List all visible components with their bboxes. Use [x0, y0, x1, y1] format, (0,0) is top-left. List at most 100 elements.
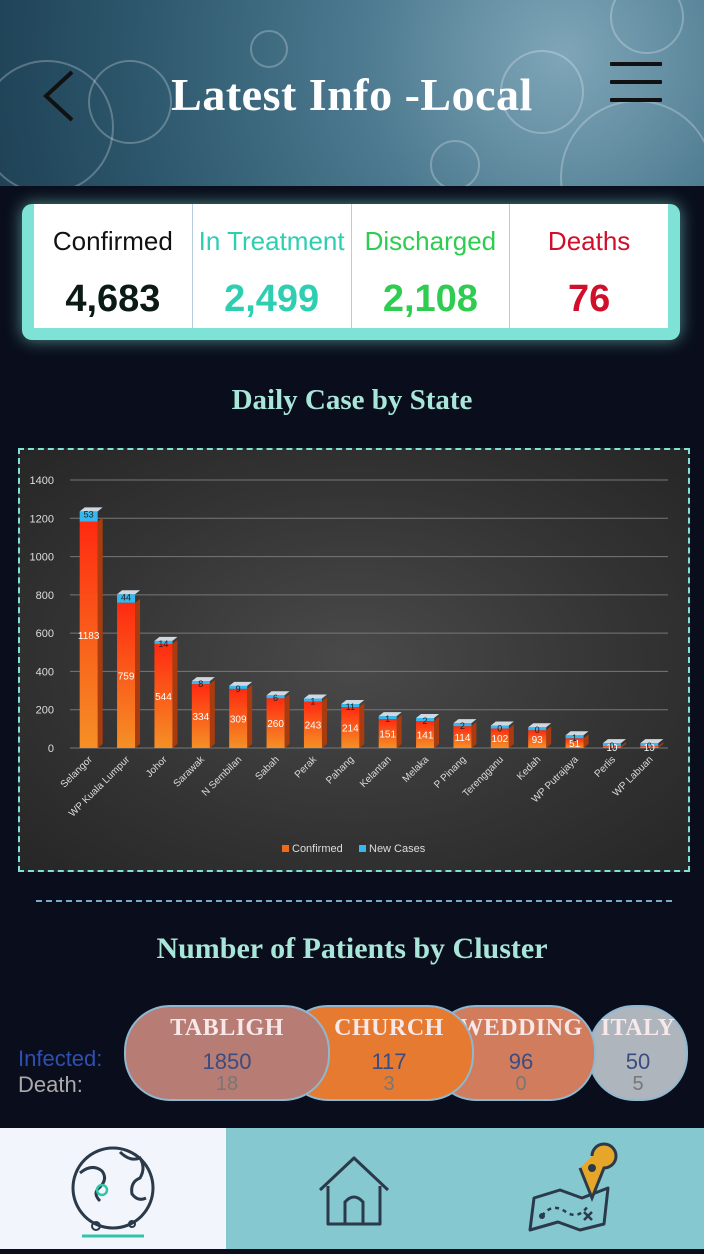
cluster-name: CHURCH: [334, 1015, 444, 1041]
data-label-new-cases: 2: [460, 721, 465, 731]
cluster-section-title: Number of Patients by Cluster: [156, 932, 548, 965]
bar-confirmed: [79, 521, 98, 748]
data-label-new-cases: 9: [236, 684, 241, 694]
data-label-confirmed: 102: [491, 734, 508, 745]
x-tick-label: Pahang: [324, 754, 356, 786]
stat-value: 2,499: [224, 278, 320, 320]
cluster-italy[interactable]: ITALY 50 5: [588, 1005, 688, 1101]
bar-side: [583, 734, 589, 748]
section-divider: [36, 900, 672, 902]
page-title: Latest Info -Local: [171, 69, 533, 120]
bar-new-cases: [378, 716, 397, 720]
cluster-death: 0: [515, 1073, 527, 1095]
stat-discharged: Discharged 2,108: [352, 204, 511, 328]
data-label-confirmed: 334: [192, 712, 209, 723]
x-tick-label: WP Labuan: [611, 754, 656, 799]
bar-side: [396, 715, 402, 748]
data-label-confirmed: 309: [230, 714, 247, 725]
data-label-new-cases: 8: [198, 679, 203, 689]
bar-top: [154, 636, 178, 641]
data-label-new-cases: 0: [497, 723, 502, 733]
data-label-confirmed: 10: [606, 743, 618, 754]
cluster-death: 3: [383, 1073, 395, 1095]
bar-new-cases: [154, 640, 173, 644]
cluster-infected: 96: [508, 1049, 534, 1074]
x-tick-label: Melaka: [401, 754, 432, 785]
y-tick-label: 0: [48, 743, 54, 755]
data-label-new-cases: 11: [346, 702, 355, 712]
bar-chart: 0200400600800100012001400118353Selangor7…: [30, 475, 668, 855]
death-row-label: Death:: [18, 1072, 83, 1097]
bar-new-cases: [191, 681, 210, 685]
x-tick-label: Kelantan: [358, 754, 394, 790]
y-tick-label: 1400: [30, 475, 54, 487]
data-label-new-cases: 44: [121, 592, 131, 602]
x-tick-label: Perak: [293, 754, 320, 781]
data-label-new-cases: 1: [572, 733, 577, 743]
home-icon: [318, 1156, 390, 1226]
x-tick-label: Johor: [144, 754, 170, 780]
bar-confirmed: [154, 643, 173, 748]
nav-globe[interactable]: [0, 1128, 226, 1249]
bar-confirmed: [229, 688, 248, 748]
cluster-infected: 50: [625, 1049, 651, 1074]
x-tick-label: N Sembilan: [200, 754, 244, 798]
hamburger-menu-icon[interactable]: [610, 62, 662, 112]
stat-value: 4,683: [65, 278, 161, 320]
back-arrow-icon[interactable]: [40, 68, 80, 124]
y-tick-label: 1000: [30, 552, 54, 564]
stat-label: Discharged: [364, 226, 497, 256]
infected-row-label: Infected:: [18, 1046, 103, 1071]
virus-decoration: [430, 140, 480, 186]
globe-icon: [71, 1146, 155, 1238]
stat-label: In Treatment: [198, 226, 345, 256]
stat-label: Confirmed: [52, 226, 173, 256]
bar-new-cases: [528, 727, 547, 731]
stat-deaths: Deaths 76: [510, 204, 668, 328]
bar-confirmed: [602, 746, 621, 748]
bar-side: [359, 703, 365, 748]
x-tick-label: Selangor: [59, 754, 96, 791]
stat-in-treatment: In Treatment 2,499: [193, 204, 352, 328]
map-pin-icon: [528, 1142, 618, 1232]
stat-confirmed: Confirmed 4,683: [34, 204, 193, 328]
bar-confirmed: [378, 719, 397, 748]
bar-top: [602, 739, 626, 744]
nav-map[interactable]: [462, 1128, 704, 1249]
bar-top: [191, 677, 215, 682]
bar-side: [284, 694, 290, 748]
bar-side: [471, 722, 477, 748]
bar-top: [453, 719, 477, 724]
cluster-infected: 117: [371, 1049, 407, 1074]
bar-top: [640, 739, 664, 744]
bar-side: [172, 639, 178, 748]
x-tick-label: Perlis: [593, 754, 618, 779]
chart-section-title: Daily Case by State: [231, 384, 473, 416]
bar-top: [565, 731, 589, 736]
data-label-new-cases: 0: [647, 741, 652, 751]
virus-decoration: [0, 60, 114, 186]
data-label-confirmed: 10: [644, 743, 656, 754]
bar-confirmed: [117, 602, 136, 748]
cluster-row: ITALY 50 5 WEDDING 96 0 CHURCH 117 3 TAB…: [0, 1005, 704, 1101]
data-label-new-cases: 0: [609, 741, 614, 751]
bar-top: [229, 681, 253, 686]
data-label-new-cases: 53: [84, 509, 94, 519]
nav-home[interactable]: [226, 1128, 462, 1249]
bar-new-cases: [602, 743, 621, 747]
bar-new-cases: [453, 723, 472, 727]
cluster-tabligh[interactable]: TABLIGH 1850 18: [124, 1005, 330, 1101]
bar-new-cases: [565, 735, 584, 739]
bar-confirmed: [640, 746, 659, 748]
bar-confirmed: [341, 707, 360, 748]
legend-swatch-new-cases: [359, 845, 366, 852]
y-tick-label: 200: [36, 705, 54, 717]
stats-card: Confirmed 4,683 In Treatment 2,499 Disch…: [22, 204, 680, 340]
bar-top: [490, 721, 514, 726]
bottom-nav: [0, 1128, 704, 1249]
cluster-name: WEDDING: [459, 1015, 583, 1041]
cluster-name: TABLIGH: [170, 1015, 284, 1041]
bar-new-cases: [266, 695, 285, 699]
bar-new-cases: [117, 594, 136, 603]
data-label-confirmed: 1183: [78, 631, 100, 642]
